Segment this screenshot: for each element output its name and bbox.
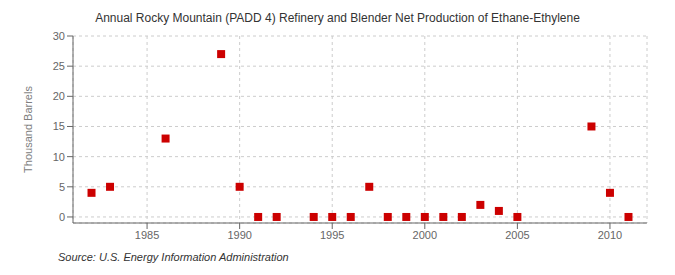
svg-text:Thousand Barrels: Thousand Barrels <box>22 86 34 173</box>
svg-text:15: 15 <box>53 120 65 132</box>
svg-text:5: 5 <box>59 181 65 193</box>
svg-text:10: 10 <box>53 151 65 163</box>
html-text:Annual Rocky Mountain (PADD 4): Annual Rocky Mountain (PADD 4) Refinery … <box>95 11 580 25</box>
svg-text:0: 0 <box>59 211 65 223</box>
svg-text:2005: 2005 <box>505 229 529 241</box>
svg-text:1995: 1995 <box>320 229 344 241</box>
html-text:Source: U.S. Energy Informatio: Source: U.S. Energy Information Administ… <box>58 251 289 263</box>
svg-text:2010: 2010 <box>598 229 622 241</box>
svg-text:2000: 2000 <box>413 229 437 241</box>
svg-text:30: 30 <box>53 30 65 42</box>
svg-text:25: 25 <box>53 60 65 72</box>
svg-text:20: 20 <box>53 90 65 102</box>
svg-text:1990: 1990 <box>227 229 251 241</box>
svg-text:1985: 1985 <box>135 229 159 241</box>
